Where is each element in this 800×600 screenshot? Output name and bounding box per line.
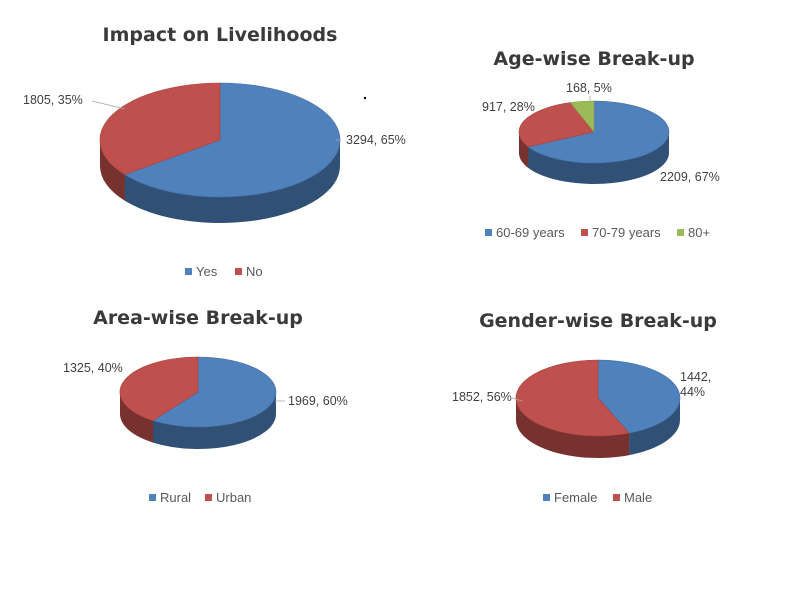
pie-side-female — [629, 398, 680, 456]
legend-swatch-yes — [185, 268, 192, 275]
legend-swatch-70-79-years — [581, 229, 588, 236]
pie-slice-80-plus — [569, 100, 595, 133]
data-label-no: 1805, 35% — [23, 93, 83, 107]
pie-slice-70-79-years — [518, 102, 595, 148]
pie-gender-wise-break-up: 1442, 44% 1852, 56% — [452, 359, 711, 459]
legend-label-70-79-years: 70-79 years — [592, 225, 661, 240]
legend-swatch-60-69-years — [485, 229, 492, 236]
data-label-rural: 1969, 60% — [288, 394, 348, 408]
leader-line-male — [511, 397, 523, 402]
legend-swatch-80-plus — [677, 229, 684, 236]
legend-label-female: Female — [554, 490, 597, 505]
legend-swatch-urban — [205, 494, 212, 501]
leader-line-no — [91, 100, 126, 110]
data-label-female: 1442, 44% — [680, 370, 711, 399]
pie-side-male — [516, 398, 630, 459]
data-label-70-79-years: 917, 28% — [482, 100, 535, 114]
pie-slice-rural — [152, 356, 277, 428]
legend: Yes No — [185, 264, 263, 279]
pie-side-urban — [120, 392, 154, 443]
pie-side-60-69-years — [528, 132, 669, 185]
pie-side-no — [100, 140, 125, 201]
data-label-yes: 3294, 65% — [346, 133, 406, 147]
pie-side-70-79-years — [519, 132, 529, 168]
pie-impact-on-livelihoods: 3294, 65% 1805, 35% — [23, 82, 406, 223]
chart-title: Area-wise Break-up — [93, 307, 303, 329]
pie-side-rural — [153, 392, 276, 450]
pie-slice-urban — [119, 356, 199, 421]
legend-label-yes: Yes — [196, 264, 218, 279]
legend-swatch-rural — [149, 494, 156, 501]
chart-title: Gender-wise Break-up — [479, 310, 717, 332]
legend-label-80-plus: 80+ — [688, 225, 710, 240]
chart-impact-on-livelihoods: Impact on Livelihoods 3294, 65% 1805, 35%… — [23, 24, 406, 279]
pie-age-wise-break-up: 2209, 67% 917, 28% 168, 5% — [482, 81, 720, 185]
legend-label-male: Male — [624, 490, 652, 505]
chart-gender-wise-break-up: Gender-wise Break-up 1442, 44% 1852, 56% F… — [452, 310, 717, 505]
legend-swatch-female — [543, 494, 550, 501]
chart-age-wise-break-up: Age-wise Break-up 2209, 67% 917, 28% 168, … — [482, 48, 720, 240]
chart-area-wise-break-up: Area-wise Break-up 1969, 60% 1325, 40% Ru… — [63, 307, 348, 505]
chart-title: Impact on Livelihoods — [103, 24, 338, 46]
legend-label-60-69-years: 60-69 years — [496, 225, 565, 240]
pie-slice-yes — [124, 82, 341, 198]
pie-side-yes — [124, 140, 341, 223]
chart-title: Age-wise Break-up — [493, 48, 694, 70]
legend-swatch-no — [235, 268, 242, 275]
pie-slice-60-69-years — [527, 100, 670, 164]
data-label-male: 1852, 56% — [452, 390, 512, 404]
legend: Rural Urban — [149, 490, 251, 505]
legend-label-rural: Rural — [160, 490, 191, 505]
legend: 60-69 years 70-79 years 80+ — [485, 225, 710, 240]
legend-swatch-male — [613, 494, 620, 501]
pie-area-wise-break-up: 1969, 60% 1325, 40% — [63, 356, 348, 450]
pie-slice-female — [597, 359, 681, 434]
pie-slice-no — [99, 82, 221, 175]
data-label-60-69-years: 2209, 67% — [660, 170, 720, 184]
legend-label-urban: Urban — [216, 490, 251, 505]
data-label-urban: 1325, 40% — [63, 361, 123, 375]
stray-dot — [363, 96, 367, 100]
pie-slice-male — [515, 359, 630, 437]
legend-label-no: No — [246, 264, 263, 279]
legend: Female Male — [543, 490, 652, 505]
data-label-80-plus: 168, 5% — [566, 81, 612, 95]
